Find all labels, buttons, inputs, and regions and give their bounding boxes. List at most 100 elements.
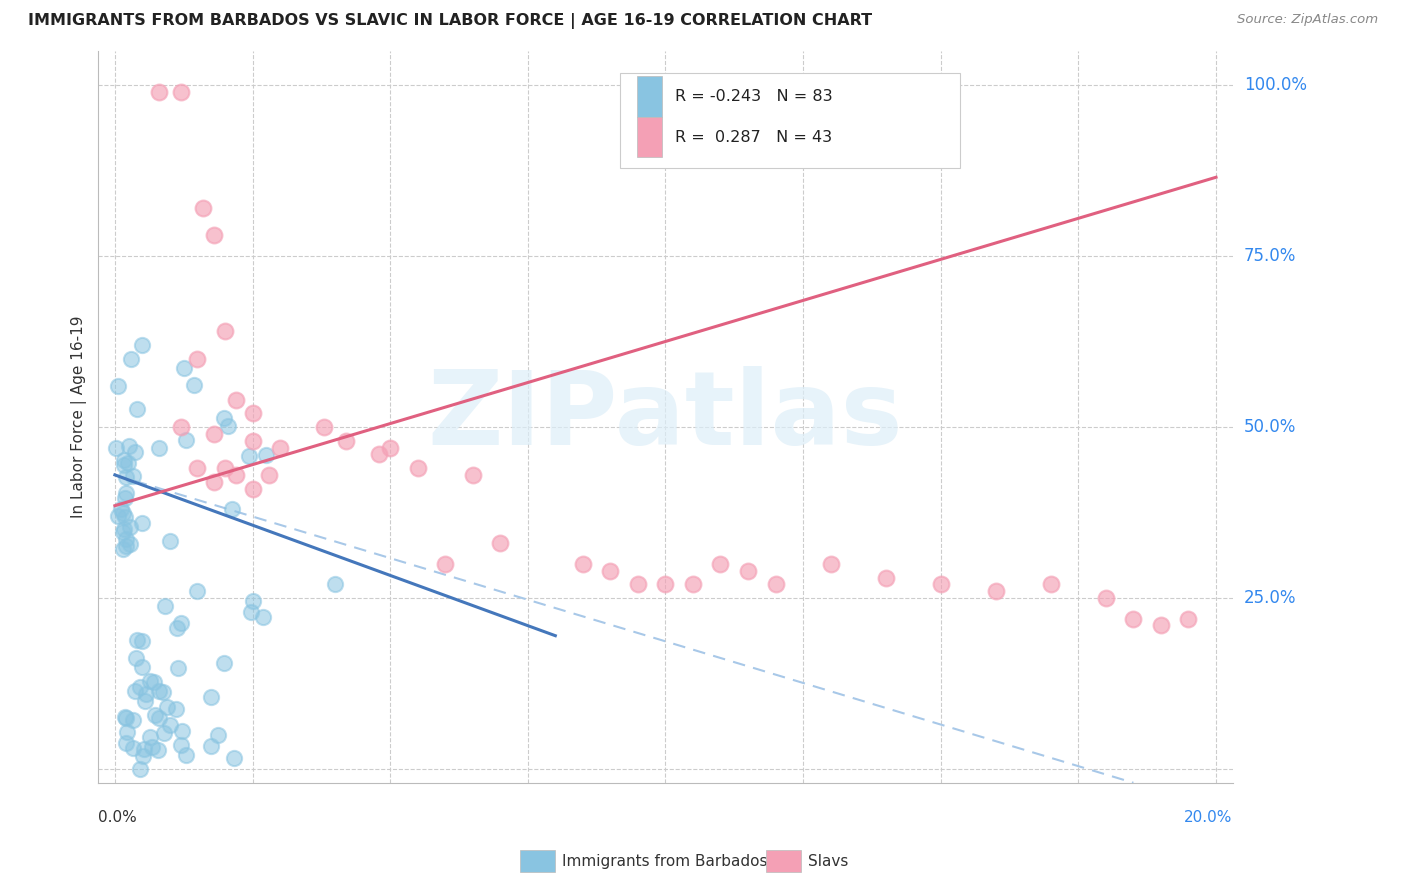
Text: 25.0%: 25.0%	[1244, 589, 1296, 607]
Point	[222, 750, 245, 764]
Point	[207, 728, 229, 742]
Text: Immigrants from Barbados: Immigrants from Barbados	[562, 855, 768, 869]
Point	[114, 491, 136, 505]
Point	[105, 441, 128, 455]
Point	[434, 557, 457, 571]
Point	[114, 532, 136, 546]
Point	[127, 633, 149, 648]
Point	[1122, 611, 1144, 625]
Point	[131, 516, 153, 531]
Point	[212, 657, 235, 671]
Point	[599, 564, 621, 578]
Point	[929, 577, 952, 591]
Point	[214, 324, 236, 338]
Point	[124, 445, 146, 459]
Point	[131, 338, 153, 352]
Point	[1095, 591, 1118, 605]
Point	[257, 467, 280, 482]
Point	[131, 633, 153, 648]
Point	[765, 577, 787, 591]
Point	[146, 743, 169, 757]
Point	[153, 599, 176, 613]
Point	[225, 392, 247, 407]
Point	[170, 615, 193, 630]
FancyBboxPatch shape	[620, 72, 960, 168]
Point	[737, 564, 759, 578]
Point	[159, 718, 181, 732]
Point	[111, 542, 134, 557]
Point	[170, 723, 193, 738]
Text: 50.0%: 50.0%	[1244, 418, 1296, 436]
Point	[212, 411, 235, 425]
Point	[156, 699, 179, 714]
Point	[115, 470, 138, 484]
FancyBboxPatch shape	[637, 117, 662, 157]
Point	[378, 441, 401, 455]
Point	[132, 741, 155, 756]
Point	[141, 740, 163, 755]
Point	[115, 725, 138, 739]
Point	[1150, 618, 1173, 632]
Point	[191, 201, 214, 215]
Point	[120, 351, 142, 366]
Point	[125, 401, 148, 416]
Point	[112, 506, 135, 520]
Point	[131, 748, 153, 763]
Point	[252, 610, 274, 624]
Text: 75.0%: 75.0%	[1244, 247, 1296, 265]
Point	[167, 661, 190, 675]
Point	[159, 533, 181, 548]
Point	[117, 456, 139, 470]
Point	[124, 684, 146, 698]
Point	[152, 685, 174, 699]
Text: 20.0%: 20.0%	[1184, 810, 1233, 825]
Point	[200, 690, 222, 704]
Point	[202, 426, 225, 441]
Point	[572, 557, 595, 571]
Point	[875, 570, 897, 584]
Text: IMMIGRANTS FROM BARBADOS VS SLAVIC IN LABOR FORCE | AGE 16-19 CORRELATION CHART: IMMIGRANTS FROM BARBADOS VS SLAVIC IN LA…	[28, 13, 872, 29]
Point	[114, 510, 136, 524]
Text: Source: ZipAtlas.com: Source: ZipAtlas.com	[1237, 13, 1378, 27]
Point	[242, 482, 264, 496]
Point	[225, 467, 247, 482]
Point	[323, 577, 346, 591]
Point	[142, 674, 165, 689]
Point	[165, 701, 187, 715]
Point	[125, 651, 148, 665]
Point	[129, 680, 152, 694]
Point	[240, 605, 263, 619]
Point	[131, 660, 153, 674]
Point	[654, 577, 676, 591]
Point	[118, 439, 141, 453]
Point	[112, 524, 135, 539]
Point	[186, 351, 208, 366]
Point	[627, 577, 650, 591]
Text: Slavs: Slavs	[808, 855, 849, 869]
Point	[170, 85, 193, 99]
Point	[984, 584, 1007, 599]
Point	[114, 736, 136, 750]
Point	[682, 577, 704, 591]
Point	[134, 694, 156, 708]
Point	[242, 434, 264, 448]
Point	[107, 379, 129, 393]
Point	[115, 485, 138, 500]
Point	[139, 674, 162, 689]
Point	[107, 508, 129, 523]
Point	[335, 434, 357, 448]
Point	[461, 467, 484, 482]
Point	[186, 584, 208, 599]
Point	[121, 713, 143, 727]
Point	[138, 730, 160, 744]
Point	[314, 420, 336, 434]
Point	[118, 537, 141, 551]
Text: 100.0%: 100.0%	[1244, 76, 1306, 94]
Point	[121, 741, 143, 756]
FancyBboxPatch shape	[637, 77, 662, 117]
Point	[121, 469, 143, 483]
Point	[368, 447, 391, 461]
Y-axis label: In Labor Force | Age 16-19: In Labor Force | Age 16-19	[72, 316, 87, 518]
Point	[406, 461, 429, 475]
Point	[242, 594, 264, 608]
